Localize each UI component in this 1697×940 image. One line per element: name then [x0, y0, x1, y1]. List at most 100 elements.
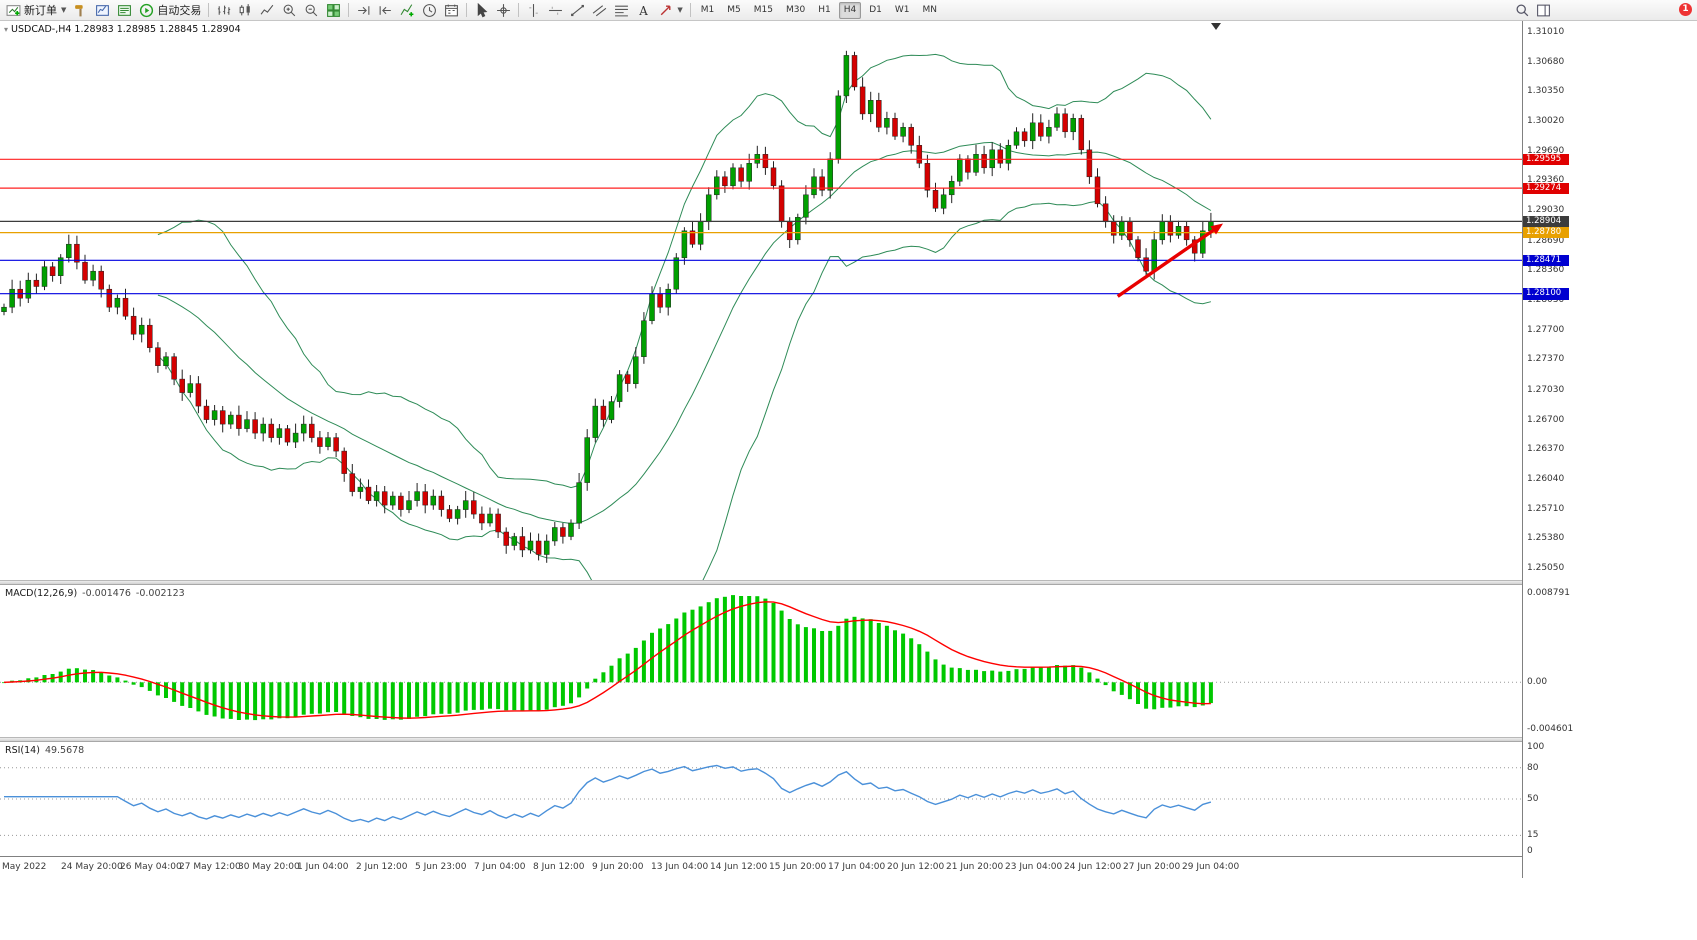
vertical-line-tool-button[interactable]: [523, 1, 544, 19]
macd-panel: MACD(12,26,9) -0.001476 -0.002123: [0, 585, 1522, 737]
toolbar-separator: [518, 3, 520, 17]
time-axis-label: 24 Jun 12:00: [1064, 862, 1122, 872]
price-tag-1.28904[interactable]: 1.28904: [1523, 215, 1569, 228]
trend-arrow-annotation[interactable]: [1116, 223, 1224, 298]
indicators-list-button[interactable]: [397, 1, 418, 19]
equidistant-channel-tool-button[interactable]: [589, 1, 610, 19]
rsi-chart[interactable]: [0, 742, 1522, 856]
price-axis-label: 1.25050: [1527, 563, 1565, 573]
macd-chart[interactable]: [0, 585, 1522, 737]
time-axis-label: 14 Jun 12:00: [710, 862, 768, 872]
candles-layer: [1, 50, 1214, 563]
notification-badge[interactable]: 1: [1679, 3, 1692, 16]
zoom-out-icon: [305, 4, 318, 16]
time-axis-label: 1 Jun 04:00: [297, 862, 349, 872]
time-axis-label: 27 May 12:00: [179, 862, 241, 872]
tile-windows-icon: [327, 3, 341, 17]
panel-splitter[interactable]: [0, 737, 1522, 742]
rsi-line: [4, 764, 1212, 823]
indicators-list-icon: [401, 3, 414, 16]
price-axis-label: 1.27030: [1527, 384, 1565, 395]
data-window-icon: [118, 4, 132, 16]
price-axis-label: 1.25710: [1527, 503, 1565, 514]
rsi-axis-label: 50: [1527, 794, 1539, 804]
time-axis-label: 9 Jun 20:00: [592, 862, 644, 872]
price-tag-1.29595[interactable]: 1.29595: [1523, 153, 1569, 166]
new-order-label: 新订单: [24, 4, 57, 17]
svg-text:A: A: [639, 3, 649, 17]
auto-trading-icon: [140, 3, 154, 17]
bar-chart-mode-button[interactable]: [213, 1, 234, 19]
trendline-tool-button[interactable]: [567, 1, 588, 19]
time-axis-label: 26 May 04:00: [120, 862, 182, 872]
zoom-in-button[interactable]: [279, 1, 300, 19]
price-axis-label: 1.30680: [1527, 56, 1565, 67]
timeframe-mn-button[interactable]: MN: [922, 4, 938, 15]
search-button[interactable]: [1512, 1, 1533, 19]
time-axis-label: 13 Jun 04:00: [651, 862, 709, 872]
auto-trading-button[interactable]: 自动交易: [136, 1, 204, 19]
rsi-header: RSI(14) 49.5678: [5, 745, 85, 756]
zoom-out-button[interactable]: [301, 1, 322, 19]
price-axis-label: 1.25380: [1527, 533, 1565, 544]
timeframe-m5-button[interactable]: M5: [727, 4, 741, 15]
time-axis-label: 20 Jun 12:00: [887, 862, 945, 872]
side-panel-button[interactable]: [1533, 1, 1554, 19]
crosshair-button[interactable]: [493, 1, 514, 19]
auto-scroll-button[interactable]: [353, 1, 374, 19]
templates-button[interactable]: [441, 1, 462, 19]
price-axis[interactable]: 1.31010 1.30680 1.30350 1.30020 1.29690 1.293…: [1522, 20, 1697, 878]
timeframe-h1-button[interactable]: H1: [818, 4, 831, 15]
rsi-axis-label: 80: [1527, 762, 1539, 773]
new-order-icon: [6, 4, 21, 16]
timeframe-d1-button[interactable]: D1: [869, 4, 882, 15]
cursor-button[interactable]: [471, 1, 492, 19]
timeframe-w1-button[interactable]: W1: [894, 4, 910, 15]
line-chart-mode-icon: [261, 4, 274, 15]
auto-scroll-icon: [358, 5, 370, 15]
fibonacci-tool-icon: [615, 5, 629, 16]
price-tag-1.29274[interactable]: 1.29274: [1523, 182, 1569, 194]
symbol-ohlc-label: ▾ USDCAD-,H4 1.28983 1.28985 1.28845 1.28…: [4, 24, 241, 35]
price-chart[interactable]: [0, 20, 1522, 580]
time-axis-label: 2 Jun 12:00: [356, 862, 408, 872]
tile-windows-button[interactable]: [323, 1, 344, 19]
timeframe-m15-button[interactable]: M15: [753, 4, 773, 15]
timeframe-m30-button[interactable]: M30: [786, 4, 806, 15]
line-chart-mode-button[interactable]: [257, 1, 278, 19]
vertical-line-tool-icon: [529, 3, 539, 17]
time-axis[interactable]: May 2022 24 May 20:00 26 May 04:00 27 May 1…: [0, 856, 1522, 879]
horizontal-line-tool-button[interactable]: [545, 1, 566, 19]
chevron-down-icon: ▼: [677, 6, 683, 14]
rsi-panel: RSI(14) 49.5678: [0, 742, 1522, 856]
collapse-icon[interactable]: ▾: [4, 25, 9, 34]
candlestick-chart-mode-button[interactable]: [235, 1, 256, 19]
price-tag-1.28780[interactable]: 1.28780: [1523, 227, 1569, 239]
text-tool-button[interactable]: A: [633, 1, 654, 19]
periodicity-button[interactable]: [419, 1, 440, 19]
price-axis-label: 1.31010: [1527, 27, 1565, 37]
toolbar-separator: [689, 3, 691, 17]
market-watch-button[interactable]: [92, 1, 113, 19]
chevron-down-icon: ▼: [61, 6, 67, 14]
shift-marker[interactable]: [1211, 23, 1221, 30]
panel-splitter[interactable]: [0, 580, 1522, 585]
data-window-button[interactable]: [114, 1, 135, 19]
price-axis-label: 1.30350: [1527, 86, 1565, 97]
price-tag-1.28100[interactable]: 1.28100: [1523, 288, 1569, 300]
price-axis-label: 1.27700: [1527, 324, 1565, 335]
chart-shift-icon: [379, 5, 392, 15]
chart-shift-button[interactable]: [375, 1, 396, 19]
equidistant-channel-tool-icon: [593, 4, 607, 16]
timeframe-h4-button[interactable]: H4: [838, 1, 862, 19]
toolbar-separator: [208, 3, 210, 17]
price-tag-1.28471[interactable]: 1.28471: [1523, 254, 1569, 267]
fibonacci-tool-button[interactable]: [611, 1, 632, 19]
scripts-icon: [75, 4, 84, 16]
macd-histogram: [2, 595, 1213, 721]
new-order-button[interactable]: 新订单 ▼: [3, 1, 69, 19]
timeframe-m1-button[interactable]: M1: [700, 4, 715, 15]
scripts-button[interactable]: [70, 1, 91, 19]
side-panel-icon: [1537, 4, 1550, 16]
arrows-tool-button[interactable]: ▼: [655, 1, 685, 19]
